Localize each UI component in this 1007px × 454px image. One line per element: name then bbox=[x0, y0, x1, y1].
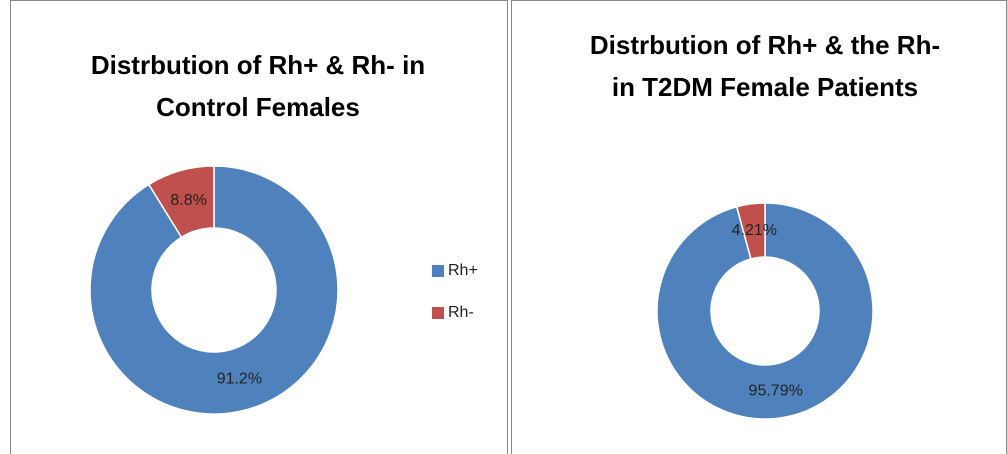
data-label: 95.79% bbox=[749, 383, 803, 400]
donut-segment bbox=[735, 202, 766, 260]
donut-segment bbox=[656, 202, 874, 420]
donut-segment bbox=[89, 165, 339, 415]
legend-label: Rh- bbox=[448, 304, 474, 321]
data-label: 4.21% bbox=[732, 222, 777, 239]
chart-title: Distrbution of Rh+ & the Rh- in T2DM Fem… bbox=[589, 30, 941, 102]
legend-swatch bbox=[432, 265, 444, 277]
chart-title: Distrbution of Rh+ & Rh- in Control Fema… bbox=[90, 50, 426, 122]
legend-swatch bbox=[432, 307, 444, 319]
data-label: 91.2% bbox=[217, 371, 262, 388]
legend-label: Rh+ bbox=[448, 262, 478, 279]
chart-panel bbox=[10, 0, 508, 454]
data-label: 8.8% bbox=[170, 192, 206, 209]
donut-segment bbox=[147, 165, 215, 239]
